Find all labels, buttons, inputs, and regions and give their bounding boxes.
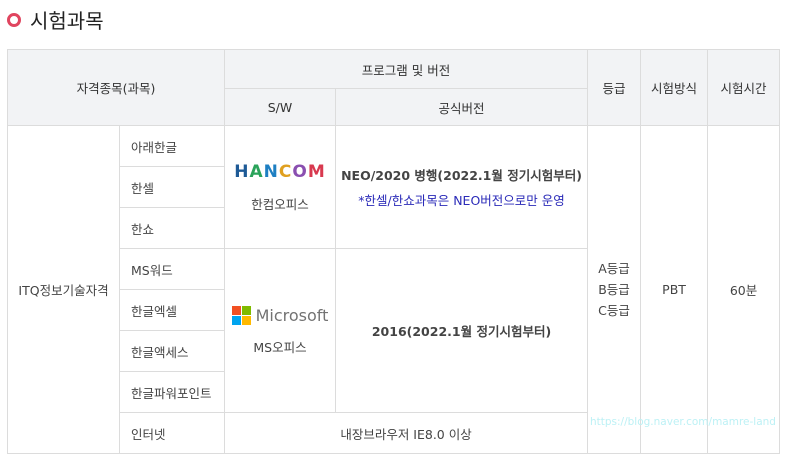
subject: 한글액세스 — [118, 330, 226, 372]
internet-version: 내장브라우저 IE8.0 이상 — [224, 412, 589, 454]
section-title: 시험과목 — [7, 5, 104, 34]
method-cell: PBT — [640, 125, 709, 454]
hancom-note: *한셀/한쇼과목은 NEO버전으로만 운영 — [358, 193, 565, 208]
header-time: 시험시간 — [707, 49, 781, 126]
grade-cell: A등급 B등급 C등급 — [587, 125, 642, 454]
hancom-name: 한컴오피스 — [251, 196, 309, 212]
time-cell: 60분 — [707, 125, 781, 454]
subject: 한쇼 — [118, 207, 226, 249]
ms-sw-cell: Microsoft MS오피스 — [224, 248, 337, 413]
qualification-cell: ITQ정보기술자격 — [7, 125, 120, 454]
hancom-version: NEO/2020 병행(2022.1월 정기시험부터) — [341, 168, 582, 183]
hancom-version-cell: NEO/2020 병행(2022.1월 정기시험부터) *한셀/한쇼과목은 NE… — [335, 125, 589, 249]
section-title-text: 시험과목 — [30, 9, 104, 33]
header-qualification: 자격종목(과목) — [6, 49, 226, 126]
header-method: 시험방식 — [640, 49, 709, 126]
subject: 아래한글 — [118, 125, 226, 167]
grade: A등급 — [598, 261, 630, 276]
exam-subjects-table: 자격종목(과목) 프로그램 및 버전 등급 시험방식 시험시간 S/W 공식버전… — [6, 49, 781, 454]
microsoft-logo: Microsoft — [225, 305, 335, 325]
grade: B등급 — [598, 282, 630, 297]
ms-name: MS오피스 — [253, 339, 307, 355]
grade: C등급 — [598, 303, 630, 318]
subject: 인터넷 — [118, 412, 226, 454]
subject: MS워드 — [118, 248, 226, 290]
microsoft-logo-text: Microsoft — [255, 305, 329, 325]
subject: 한셀 — [118, 166, 226, 208]
subject: 한글파워포인트 — [118, 371, 226, 413]
watermark: https://blog.naver.com/mamre-land — [590, 416, 776, 428]
subject: 한글엑셀 — [118, 289, 226, 331]
header-version: 공식버전 — [335, 88, 589, 126]
microsoft-windows-icon — [231, 305, 251, 325]
header-grade: 등급 — [587, 49, 642, 126]
bullet-circle-icon — [7, 12, 21, 27]
ms-version: 2016(2022.1월 정기시험부터) — [335, 248, 589, 413]
header-program: 프로그램 및 버전 — [224, 49, 589, 89]
header-sw: S/W — [224, 88, 337, 126]
